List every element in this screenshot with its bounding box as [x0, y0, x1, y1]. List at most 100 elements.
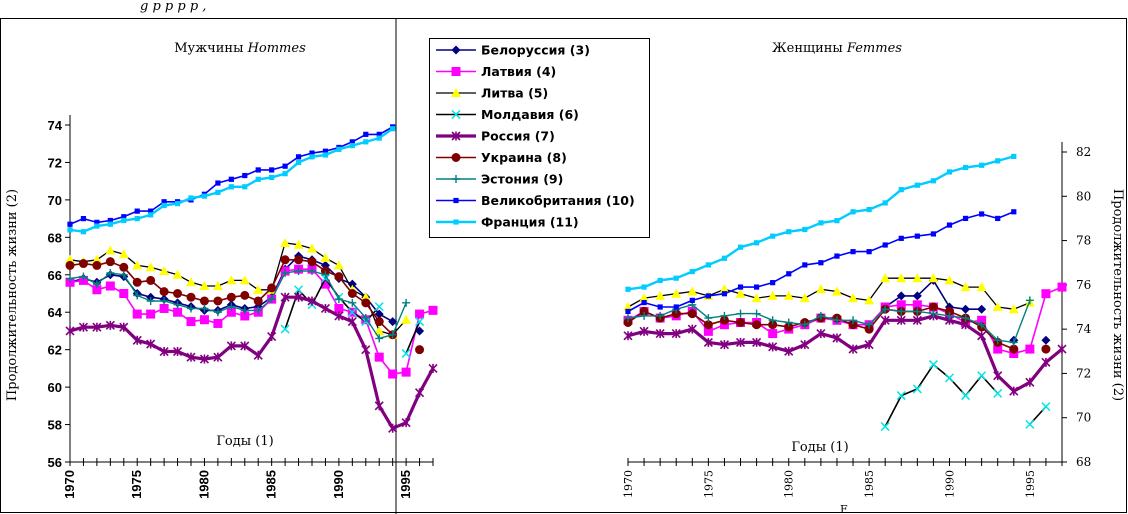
data-point — [705, 262, 711, 268]
data-point — [212, 281, 223, 291]
data-point — [215, 180, 221, 186]
data-point — [752, 337, 762, 347]
data-point — [92, 280, 101, 289]
data-point — [912, 291, 922, 301]
data-point — [768, 316, 777, 325]
data-point — [267, 331, 277, 342]
data-point — [721, 255, 728, 261]
data-point — [132, 335, 142, 345]
data-point — [78, 322, 89, 332]
series-ee — [624, 296, 1034, 347]
series-fr — [67, 126, 396, 235]
data-point — [655, 290, 666, 300]
x-axis-label: Годы (1) — [216, 434, 273, 449]
data-point — [307, 257, 317, 267]
data-point — [816, 329, 826, 339]
data-point — [1011, 209, 1017, 215]
data-point — [79, 272, 88, 281]
legend-label: Латвия (4) — [481, 64, 556, 79]
data-point — [897, 307, 906, 316]
x-axis-label: Годы (1) — [791, 440, 848, 455]
data-point — [866, 249, 872, 255]
data-point — [322, 152, 329, 158]
data-point — [213, 352, 223, 362]
data-point — [866, 206, 872, 213]
data-point — [1011, 153, 1017, 160]
data-point — [753, 284, 760, 290]
data-point — [269, 167, 275, 173]
data-point — [186, 352, 196, 362]
data-point — [105, 245, 116, 255]
legend-swatch-marker — [451, 67, 461, 76]
y-tick-label: 72 — [48, 155, 62, 170]
data-point — [736, 318, 746, 327]
data-point — [242, 184, 248, 190]
data-point — [226, 292, 236, 302]
series-lt — [623, 273, 1035, 314]
data-point — [173, 307, 183, 317]
data-point — [253, 284, 264, 294]
data-point — [309, 154, 315, 160]
data-point — [267, 295, 276, 304]
data-point — [269, 174, 275, 181]
y-tick-label: 70 — [48, 193, 62, 208]
data-point — [145, 262, 156, 272]
data-point — [347, 317, 357, 327]
data-point — [199, 281, 210, 291]
y-tick-label: 74 — [48, 118, 63, 133]
data-point — [687, 309, 697, 319]
x-tick-label: 1970 — [622, 470, 635, 498]
top-caption: g p p p p , — [140, 0, 206, 14]
data-point — [334, 303, 344, 313]
data-point — [928, 273, 939, 283]
x-tick-label: 1990 — [943, 470, 956, 498]
data-point — [1025, 344, 1035, 354]
data-point — [227, 302, 236, 311]
data-point — [94, 223, 100, 229]
data-point — [320, 279, 330, 289]
data-point — [215, 189, 221, 195]
data-point — [1057, 282, 1067, 292]
legend-item-lv: Латвия (4) — [436, 64, 556, 79]
data-point — [995, 215, 1001, 222]
data-point — [388, 423, 398, 433]
data-point — [240, 290, 250, 300]
data-point — [705, 293, 711, 299]
data-point — [976, 282, 987, 292]
panel-women: Женщины Femmes 68 70 72 74 76 78 80 82 1970 1975 19… — [622, 41, 1125, 498]
data-point — [896, 315, 906, 325]
data-point — [721, 291, 728, 297]
data-point — [119, 262, 129, 272]
data-point — [390, 126, 396, 132]
data-point — [228, 184, 234, 190]
legend-swatch-marker — [451, 45, 461, 55]
data-point — [962, 215, 969, 222]
series-line-ru — [69, 295, 435, 430]
data-point — [944, 373, 955, 383]
data-point — [1009, 338, 1018, 347]
data-point — [977, 371, 987, 381]
x-tick-label: 1985 — [863, 470, 876, 498]
data-point — [689, 268, 695, 275]
data-point — [912, 273, 923, 283]
data-point — [800, 320, 809, 329]
data-point — [832, 333, 842, 343]
legend-swatch-marker — [452, 175, 460, 183]
data-point — [962, 164, 969, 171]
data-point — [239, 275, 250, 285]
series-ru — [65, 292, 438, 433]
data-point — [148, 208, 154, 214]
data-point — [295, 154, 302, 160]
x-tick-label: 1980 — [783, 470, 796, 498]
data-point — [253, 350, 263, 360]
data-point — [333, 260, 344, 270]
panel-men: Мужчины Hommes 56 58 60 62 64 66 68 70 72 74 1970 19… — [5, 41, 438, 499]
legend-label: Великобритания (10) — [481, 193, 635, 208]
data-point — [882, 242, 888, 248]
data-point — [92, 285, 102, 295]
data-point — [673, 304, 679, 310]
data-point — [944, 275, 955, 285]
series-ua — [65, 255, 425, 355]
panel-title-italic: Femmes — [846, 41, 902, 56]
